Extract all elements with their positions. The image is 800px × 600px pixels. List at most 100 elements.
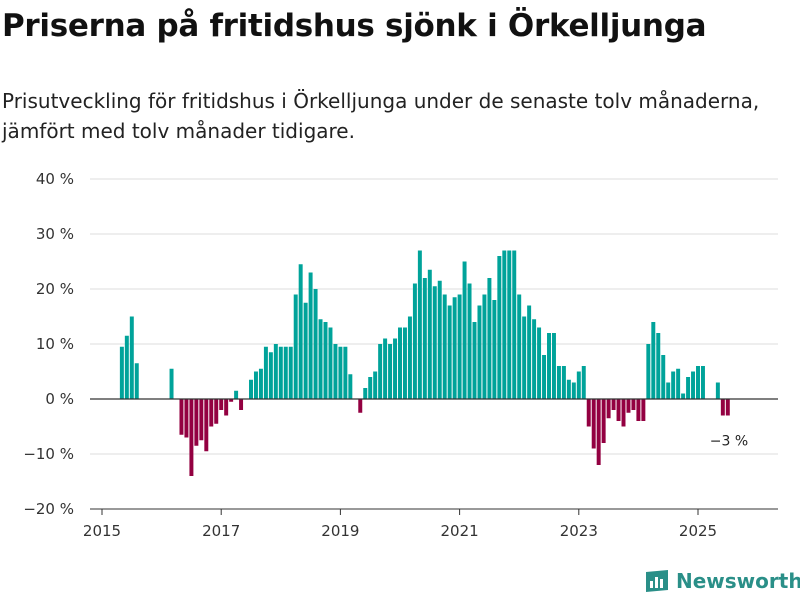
bar (487, 278, 492, 399)
y-tick-label: 40 % (36, 170, 74, 188)
bar (313, 289, 318, 399)
newsworthy-logo-icon (646, 570, 668, 592)
bar (402, 327, 407, 399)
bar (591, 399, 596, 449)
bar (288, 346, 293, 399)
y-tick-label: −20 % (23, 500, 74, 518)
bar (373, 371, 378, 399)
bar (586, 399, 591, 427)
bar (571, 382, 576, 399)
bar (636, 399, 641, 421)
bar (194, 399, 199, 446)
x-tick-label: 2023 (560, 522, 598, 540)
x-tick-label: 2021 (441, 522, 479, 540)
bar (179, 399, 184, 435)
bar (596, 399, 601, 465)
y-tick-label: 0 % (45, 390, 74, 408)
x-tick-label: 2019 (321, 522, 359, 540)
bar (537, 327, 542, 399)
bar (556, 366, 561, 399)
bar (611, 399, 616, 410)
annotation-label: −3 % (710, 434, 748, 450)
bar (224, 399, 229, 416)
bar (348, 374, 353, 399)
bar (169, 368, 174, 399)
bar (249, 379, 253, 399)
bar (278, 346, 283, 399)
bar (581, 366, 586, 399)
bar (462, 261, 467, 399)
bar (184, 399, 189, 438)
bar (621, 399, 626, 427)
bar (472, 322, 477, 399)
bar (219, 399, 224, 410)
bar (427, 269, 432, 399)
bar (229, 399, 234, 402)
bar (393, 338, 398, 399)
bar (517, 294, 522, 399)
bar (671, 371, 676, 399)
y-tick-label: 30 % (36, 225, 74, 243)
bar (447, 305, 452, 399)
bar (686, 377, 691, 399)
x-axis: 2015 2017 2019 2021 2023 2025 (83, 508, 778, 540)
bar (199, 399, 204, 441)
bar (507, 250, 512, 399)
bar (253, 371, 258, 399)
bar (477, 305, 482, 399)
bar (691, 371, 696, 399)
bar (239, 399, 244, 410)
x-tick-label: 2025 (679, 522, 717, 540)
bar (666, 382, 671, 399)
bar (303, 302, 308, 399)
bar (263, 346, 268, 399)
bar (725, 399, 730, 416)
bar (715, 382, 720, 399)
bar (512, 250, 517, 399)
bar (651, 322, 656, 399)
bar (676, 368, 681, 399)
chart-title: Priserna på fritidshus sjönk i Örkelljun… (2, 8, 707, 44)
bar (368, 377, 373, 399)
bar (323, 322, 328, 399)
bar (576, 371, 581, 399)
bar (308, 272, 313, 399)
bar (407, 316, 412, 399)
bar (551, 333, 556, 399)
bar (388, 344, 393, 399)
bar (566, 379, 571, 399)
bar (119, 346, 124, 399)
bar (363, 388, 368, 399)
bar (457, 294, 462, 399)
bar (661, 355, 666, 399)
bar (293, 294, 298, 399)
bar (437, 280, 442, 399)
y-tick-label: 10 % (36, 335, 74, 353)
y-tick-label: 20 % (36, 280, 74, 298)
bar (318, 319, 323, 399)
bar (343, 346, 348, 399)
bar (616, 399, 621, 421)
bar (606, 399, 611, 419)
bar (502, 250, 507, 399)
bar (467, 283, 472, 399)
bar (442, 294, 447, 399)
bar (209, 399, 214, 427)
bar (189, 399, 194, 476)
bar (234, 390, 239, 399)
bar (641, 399, 646, 421)
bar (333, 344, 338, 399)
bar (646, 344, 651, 399)
bar (129, 316, 134, 399)
bar (492, 300, 497, 399)
bar (542, 355, 547, 399)
x-tick-label: 2015 (83, 522, 121, 540)
brand-name: Newsworthy (676, 569, 800, 593)
bar (204, 399, 209, 452)
x-tick-label: 2017 (202, 522, 240, 540)
chart-subtitle: Prisutveckling för fritidshus i Örkellju… (2, 89, 760, 143)
bar (417, 250, 422, 399)
bar (497, 256, 502, 399)
bars-group (119, 250, 730, 476)
